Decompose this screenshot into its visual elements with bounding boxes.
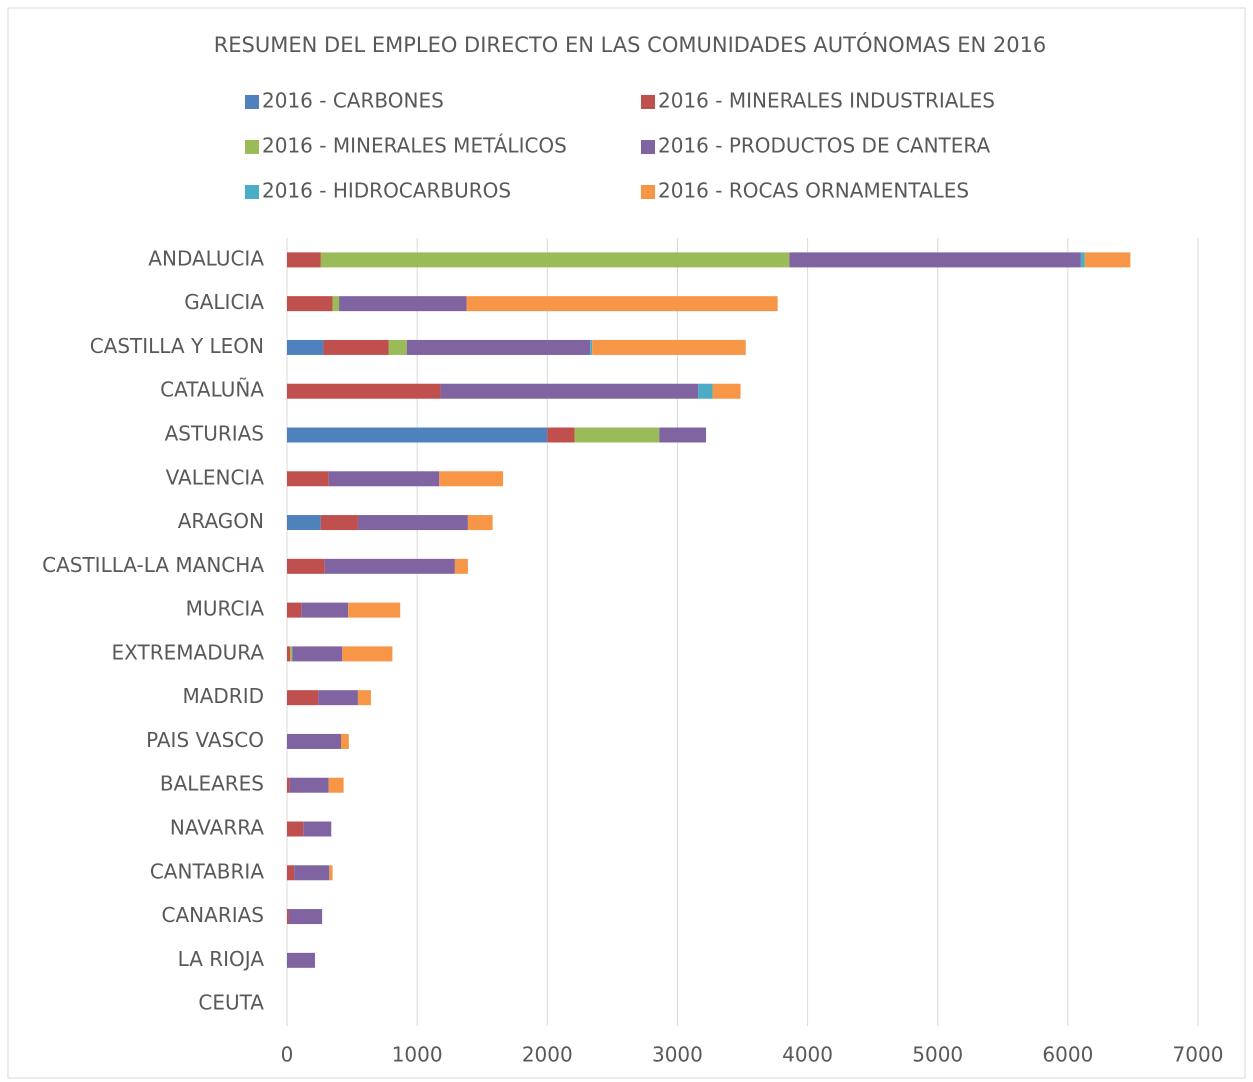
bar-segment	[592, 339, 746, 355]
y-tick-label: EXTREMADURA	[112, 640, 265, 664]
legend-label: 2016 - HIDROCARBUROS	[262, 179, 511, 203]
bar-segment	[287, 865, 295, 881]
bar-segment	[287, 427, 548, 443]
y-tick-label: CANARIAS	[162, 903, 264, 927]
bar-segment	[287, 733, 342, 749]
bar-segment	[574, 427, 660, 443]
bar-segment	[287, 558, 325, 574]
bar-segment	[303, 821, 332, 837]
legend-swatch	[245, 140, 259, 154]
bar-segment	[329, 865, 333, 881]
bar-segment	[342, 646, 393, 662]
y-tick-label: CASTILLA-LA MANCHA	[42, 553, 264, 577]
y-tick-label: MADRID	[182, 684, 264, 708]
legend-swatch	[245, 185, 259, 199]
chart-title: RESUMEN DEL EMPLEO DIRECTO EN LAS COMUNI…	[214, 32, 1047, 57]
bar-segment	[287, 821, 304, 837]
y-tick-label: CATALUÑA	[160, 378, 264, 402]
legend-swatch	[641, 140, 655, 154]
bar-segment	[287, 777, 290, 793]
legend-swatch	[641, 185, 655, 199]
bar-segment	[323, 339, 389, 355]
y-tick-label: BALEARES	[160, 772, 264, 796]
bar-segment	[318, 690, 358, 706]
bar-segment	[1084, 252, 1131, 268]
y-tick-label: CEUTA	[198, 991, 264, 1015]
legend-swatch	[641, 95, 655, 109]
x-tick-label: 4000	[782, 1043, 833, 1067]
bar-segment	[1080, 252, 1085, 268]
bar-segment	[388, 339, 407, 355]
bar-segment	[288, 909, 323, 925]
x-tick-label: 2000	[522, 1043, 573, 1067]
y-tick-label: GALICIA	[184, 290, 264, 314]
y-tick-label: LA RIOJA	[178, 947, 265, 971]
y-tick-label: VALENCIA	[166, 465, 265, 489]
bar-segment	[294, 865, 330, 881]
bar-segment	[320, 515, 358, 531]
bar-segment	[712, 383, 741, 399]
chart-border	[7, 7, 1246, 1079]
bar-segment	[324, 558, 455, 574]
bar-segment	[467, 515, 493, 531]
x-tick-label: 5000	[912, 1043, 963, 1067]
bar-segment	[466, 296, 778, 312]
bar-segment	[440, 383, 699, 399]
y-tick-label: PAIS VASCO	[146, 728, 264, 752]
bar-segment	[292, 646, 343, 662]
x-tick-label: 7000	[1173, 1043, 1224, 1067]
bar-segment	[659, 427, 707, 443]
legend-label: 2016 - PRODUCTOS DE CANTERA	[658, 134, 990, 158]
bar-segment	[290, 646, 293, 662]
y-tick-label: MURCIA	[186, 597, 265, 621]
y-tick-label: CASTILLA Y LEON	[90, 334, 264, 358]
bar-segment	[287, 602, 302, 618]
x-tick-label: 1000	[392, 1043, 443, 1067]
bar-segment	[287, 952, 315, 968]
y-tick-label: CANTABRIA	[150, 859, 264, 883]
bar-segment	[357, 690, 371, 706]
bar-segment	[289, 777, 329, 793]
x-tick-label: 6000	[1042, 1043, 1093, 1067]
bar-segment	[328, 471, 440, 487]
bar-segment	[287, 515, 321, 531]
bar-segment	[339, 296, 467, 312]
legend-label: 2016 - ROCAS ORNAMENTALES	[658, 179, 969, 203]
bar-segment	[287, 909, 289, 925]
bar-segment	[357, 515, 468, 531]
bar-segment	[287, 646, 291, 662]
bar-segment	[789, 252, 1081, 268]
legend-label: 2016 - MINERALES METÁLICOS	[262, 134, 567, 158]
y-tick-label: ASTURIAS	[165, 422, 264, 446]
legend-swatch	[245, 95, 259, 109]
bar-segment	[287, 471, 329, 487]
bar-segment	[301, 602, 349, 618]
y-tick-label: ARAGON	[178, 509, 264, 533]
bar-segment	[287, 252, 321, 268]
bar-segment	[332, 296, 340, 312]
bar-segment	[287, 383, 441, 399]
bar-segment	[320, 252, 790, 268]
bar-segment	[287, 339, 324, 355]
bar-segment	[287, 296, 333, 312]
bar-segment	[547, 427, 575, 443]
legend-label: 2016 - CARBONES	[262, 89, 444, 113]
y-tick-label: ANDALUCIA	[148, 246, 264, 270]
legend-label: 2016 - MINERALES INDUSTRIALES	[658, 89, 995, 113]
bar-segment	[287, 690, 319, 706]
y-tick-label: NAVARRA	[170, 816, 264, 840]
bar-segment	[328, 777, 344, 793]
x-tick-label: 0	[281, 1043, 294, 1067]
bar-segment	[406, 339, 591, 355]
bar-segment	[590, 339, 593, 355]
bar-segment	[341, 733, 349, 749]
x-tick-label: 3000	[652, 1043, 703, 1067]
bar-segment	[698, 383, 713, 399]
bar-segment	[439, 471, 504, 487]
bar-segment	[348, 602, 401, 618]
bar-segment	[454, 558, 468, 574]
